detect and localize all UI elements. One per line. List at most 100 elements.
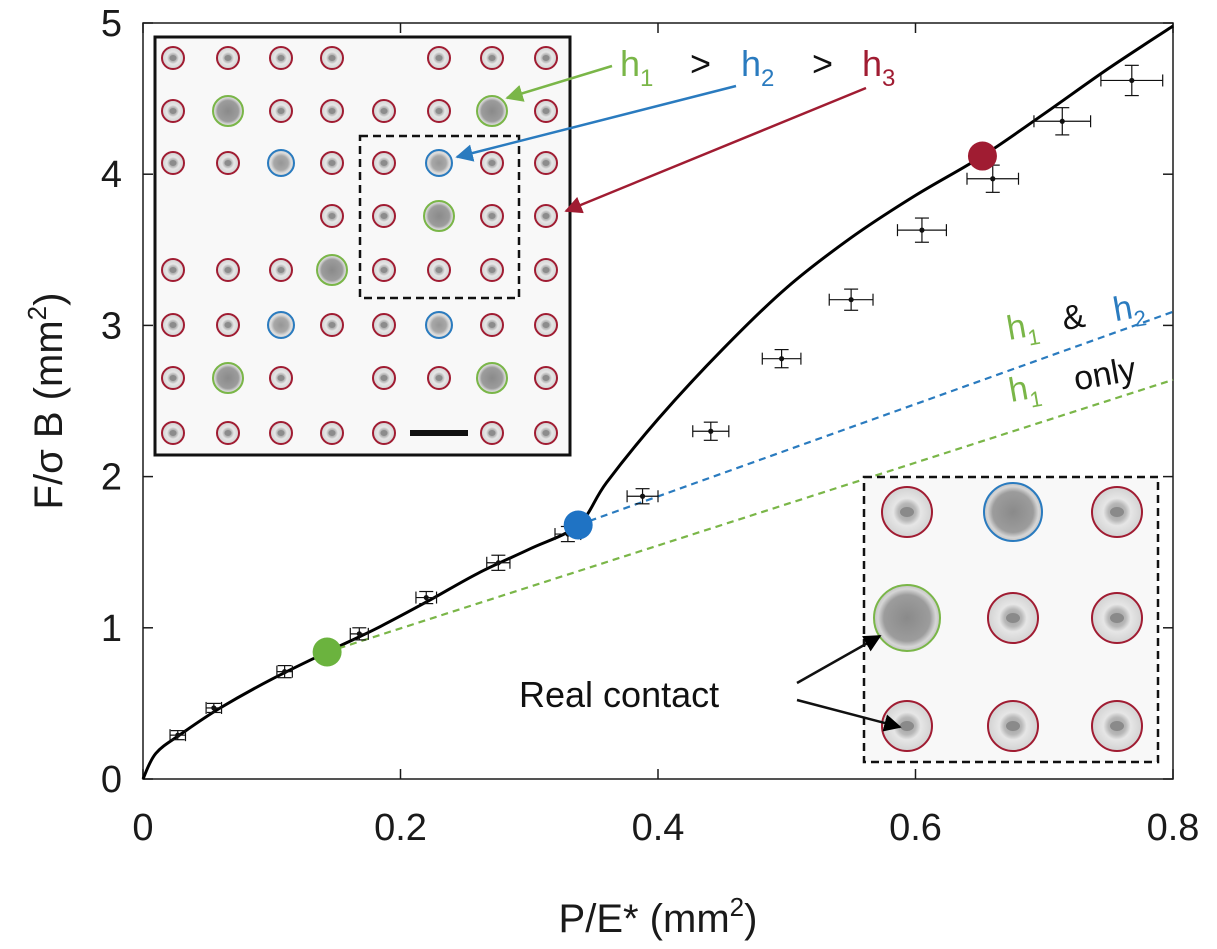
data-point (205, 701, 223, 714)
contact-spot (435, 375, 443, 381)
y-tick-label: 5 (101, 3, 122, 45)
asperity-tall (423, 200, 455, 232)
contact-spot (542, 108, 550, 114)
data-point (415, 590, 438, 605)
contact-spot (328, 430, 336, 436)
real-contact-arrow-lower (796, 698, 902, 732)
contact-spot (380, 160, 388, 166)
y-tick-label: 1 (101, 608, 122, 650)
zoom-contact-spot (900, 507, 914, 517)
contact-spot (380, 267, 388, 273)
zoom-contact-spot (1006, 613, 1020, 623)
real-contact-label: Real contact (519, 674, 719, 715)
x-tick-label: 0 (132, 807, 153, 849)
y-axis-label: F/σ B (mm2) (22, 293, 71, 510)
contact-spot (169, 55, 177, 61)
contact-spot (380, 375, 388, 381)
transition-marker (967, 141, 997, 171)
zoom-asperity-tall (873, 584, 941, 652)
asperity-medium (267, 149, 295, 177)
contact-spot (277, 55, 285, 61)
blue-line-label: h1 & h2 (1004, 286, 1149, 354)
contact-spot (488, 55, 496, 61)
data-point-dot (990, 176, 996, 182)
asperity-tall (476, 362, 508, 394)
contact-spot (488, 267, 496, 273)
zoom-contact-spot (1110, 721, 1124, 731)
contact-spot (542, 430, 550, 436)
asperity-tall (316, 254, 348, 286)
data-point (828, 288, 874, 311)
inset-zoomed-asperities (862, 475, 1160, 764)
contact-spot (380, 213, 388, 219)
y-tick-label: 0 (101, 759, 122, 801)
h2-arrow (455, 84, 737, 162)
data-point (276, 664, 293, 679)
data-point-dot (495, 560, 501, 566)
data-point (896, 217, 948, 243)
asperity-medium (425, 311, 453, 339)
contact-spot (435, 55, 443, 61)
contact-spot (328, 213, 336, 219)
zoom-region-box (358, 134, 521, 300)
contact-spot (169, 267, 177, 273)
data-point-dot (639, 493, 646, 499)
height-order-annotation: h1 > h2 > h3 (620, 43, 895, 92)
h2-label: h2 (741, 43, 774, 92)
contact-spot (380, 108, 388, 114)
contact-spot (169, 322, 177, 328)
contact-spot (277, 108, 285, 114)
data-point (349, 627, 369, 641)
contact-spot (380, 430, 388, 436)
blue-line-label-amp: & (1059, 297, 1088, 338)
data-point (1100, 64, 1164, 97)
green-line-label-h1: h1 (1006, 367, 1044, 416)
y-tick-label: 2 (101, 457, 122, 499)
contact-spot (277, 267, 285, 273)
contact-spot (328, 108, 336, 114)
model-curve-dashed-2 (577, 310, 1174, 527)
x-axis-label-sup: 2 (730, 892, 744, 922)
contact-spot (224, 55, 232, 61)
data-point (761, 348, 802, 369)
x-tick-label: 0.2 (374, 807, 427, 849)
y-tick-label: 3 (101, 305, 122, 347)
array-asperities (161, 46, 558, 445)
data-point (1033, 107, 1092, 136)
h3-arrow (564, 86, 867, 214)
x-tick-label: 0.4 (632, 807, 685, 849)
data-point-dot (282, 669, 288, 675)
data-point-dot (848, 297, 854, 303)
data-point-dot (1059, 118, 1065, 124)
contact-spot (542, 267, 550, 273)
green-line-label-only: only (1071, 350, 1139, 398)
data-point-dot (779, 356, 785, 362)
contact-spot (224, 267, 232, 273)
green-line-label: h1 only (1006, 350, 1139, 416)
data-point-dot (423, 594, 429, 601)
x-tick-label: 0.6 (889, 807, 942, 849)
transition-marker (312, 637, 342, 667)
zoom-contact-spot (1110, 507, 1124, 517)
contact-spot (542, 375, 550, 381)
data-point (966, 164, 1020, 193)
contact-spot (488, 160, 496, 166)
h1-arrow (505, 64, 613, 102)
zoom-contact-spot (1006, 721, 1020, 731)
real-contact-arrow-upper (796, 634, 882, 685)
measured-points (169, 64, 1164, 742)
y-tick-label: 4 (101, 154, 122, 196)
y-axis-label-sup: 2 (22, 306, 52, 320)
contact-spot (169, 108, 177, 114)
contact-spot (542, 213, 550, 219)
x-axis-label: P/E* (mm2) (559, 892, 758, 941)
contact-spot (380, 322, 388, 328)
data-point (169, 729, 187, 742)
blue-line-label-h1: h1 (1004, 305, 1042, 354)
h1-label: h1 (620, 43, 653, 92)
data-point-dot (175, 732, 181, 738)
x-axis-label-end: ) (744, 897, 757, 941)
contact-spot (328, 160, 336, 166)
blue-line-label-h2: h2 (1110, 286, 1148, 335)
